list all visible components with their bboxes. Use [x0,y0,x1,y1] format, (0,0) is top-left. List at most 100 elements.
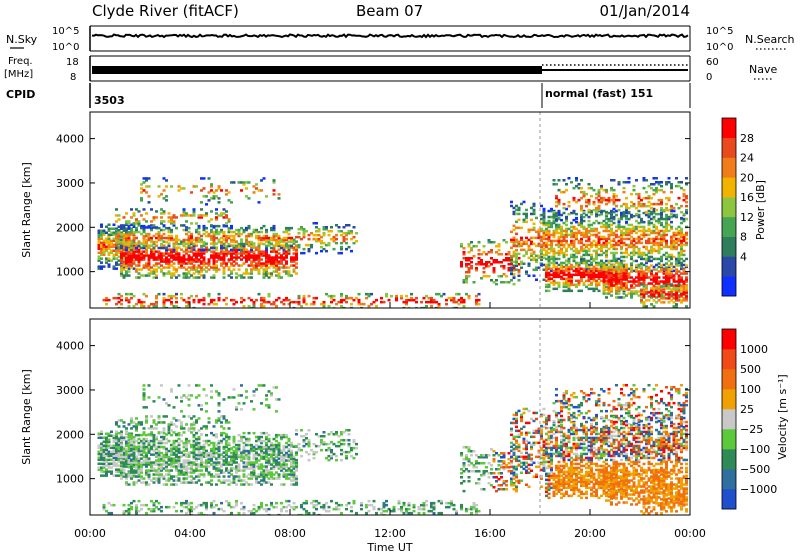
power-cell [597,194,601,198]
power-cell [467,263,471,266]
velocity-cell [107,450,111,453]
power-cell [675,233,678,237]
power-cell [97,245,101,248]
power-cell [617,280,621,283]
velocity-cell [192,471,196,474]
power-cell [677,280,681,283]
power-cell [585,233,588,237]
power-cell [467,294,471,298]
velocity-cell [240,469,243,472]
power-cell [307,294,311,298]
power-cell [97,259,101,262]
power-cell [620,286,623,289]
velocity-cell [172,483,176,486]
power-cell [585,229,588,233]
power-cell [597,190,601,194]
velocity-cell [202,473,206,476]
power-cell [590,283,593,287]
power-cell [160,268,163,271]
power-cell [162,210,166,213]
power-cell [562,269,566,273]
power-cell [670,272,673,275]
power-cell [135,258,138,261]
power-cell [220,258,223,261]
power-cell [682,217,686,221]
power-cell [672,289,676,292]
freq-tick-top: 18 [66,57,79,68]
power-cell [655,282,658,285]
power-cell [142,230,146,234]
power-cell [575,227,578,231]
power-cell [617,268,621,271]
power-cell [605,210,608,214]
power-cell [212,242,216,246]
power-cell [677,274,681,277]
power-cell [605,202,608,206]
power-cell [575,255,578,259]
power-cell [670,227,673,231]
power-cell [310,302,313,306]
power-cell [285,230,288,234]
power-cell [625,286,628,289]
power-cell [652,215,656,219]
power-cell [260,179,263,182]
power-cell [600,235,603,239]
power-cell [170,272,173,275]
power-cell [330,296,333,300]
power-cell [105,247,108,250]
power-cell [195,230,198,234]
velocity-cell [110,466,113,469]
power-cell [547,259,551,263]
power-ytick-label: 4000 [56,133,84,146]
power-cell [290,240,293,244]
velocity-cell [122,454,126,457]
power-cell [452,298,456,302]
power-cell [295,300,298,304]
power-cell [572,209,576,213]
power-cell [557,269,561,273]
velocity-cell [135,463,138,466]
power-cell [115,246,118,250]
power-cell [652,202,656,206]
power-cell [435,292,438,296]
power-cell [600,196,603,200]
velocity-cell [162,461,166,464]
power-cell [502,273,506,276]
power-cell [142,256,146,259]
power-cell [145,248,148,251]
velocity-cell [200,469,203,472]
power-cell [675,295,678,298]
power-cell [402,306,406,308]
power-cell [142,224,146,228]
power-cell [177,246,181,249]
velocity-cell [227,475,231,478]
power-cell [212,268,216,271]
power-cell [632,227,636,231]
velocity-cell [242,447,246,450]
power-cell [567,281,571,285]
power-cell [592,271,596,275]
power-cell [220,264,223,267]
power-cell [657,183,661,186]
power-cell [575,269,578,273]
velocity-cell [97,432,101,435]
power-cell [582,190,586,194]
power-cell [552,239,556,243]
power-cell [510,240,513,244]
power-cell [537,244,541,248]
velocity-cell [152,481,156,484]
power-cell [265,240,268,243]
power-cell [137,244,141,248]
power-cell [147,232,151,236]
power-cell [602,219,606,223]
power-cell [142,266,146,269]
power-cell [625,204,628,208]
velocity-cell [182,477,186,480]
power-cell [160,254,163,257]
power-cell [627,210,631,214]
power-cell [277,193,281,196]
power-cell [675,303,678,306]
power-cell [222,270,226,273]
velocity-cell [185,465,188,468]
power-cell [182,224,186,227]
